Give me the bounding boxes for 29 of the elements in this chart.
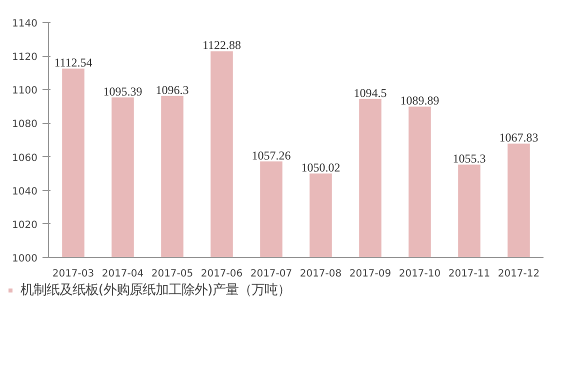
y-tick-label: 1120 — [12, 52, 38, 64]
y-tick-label: 1040 — [12, 186, 38, 198]
x-tick-label: 2017-09 — [349, 268, 392, 280]
x-tick-label: 2017-06 — [200, 268, 243, 280]
y-tick-label: 1100 — [12, 86, 38, 97]
data-label: 1067.83 — [499, 130, 538, 145]
x-tick-label: 2017-04 — [102, 268, 144, 280]
x-tick-label: 2017-08 — [300, 268, 342, 280]
x-tick-label: 2017-10 — [398, 268, 441, 280]
x-tick-label: 2017-05 — [151, 268, 194, 280]
data-label: 1096.3 — [156, 82, 189, 97]
y-tick-label: 1060 — [12, 152, 38, 164]
x-tick-label: 2017-11 — [448, 268, 490, 280]
data-label: 1089.89 — [400, 94, 440, 108]
y-tick-label: 1140 — [12, 18, 38, 30]
data-label: 1122.88 — [202, 38, 242, 52]
y-tick-label: 1000 — [12, 254, 38, 264]
x-tick-label: 2017-12 — [498, 268, 540, 280]
data-label: 1094.5 — [354, 86, 387, 100]
y-tick-label: 1020 — [12, 220, 38, 231]
legend-label: 机制纸及纸板(外购原纸加工除外)产量（万吨） — [20, 282, 291, 299]
data-label: 1050.02 — [301, 160, 340, 175]
data-label: 1112.54 — [54, 56, 92, 70]
data-label: 1055.3 — [452, 152, 486, 166]
data-label: 1095.39 — [103, 84, 142, 98]
data-label: 1057.26 — [252, 148, 291, 162]
x-tick-label: 2017-07 — [250, 268, 292, 280]
x-tick-label: 2017-03 — [52, 268, 94, 280]
y-tick-label: 1080 — [12, 119, 38, 130]
